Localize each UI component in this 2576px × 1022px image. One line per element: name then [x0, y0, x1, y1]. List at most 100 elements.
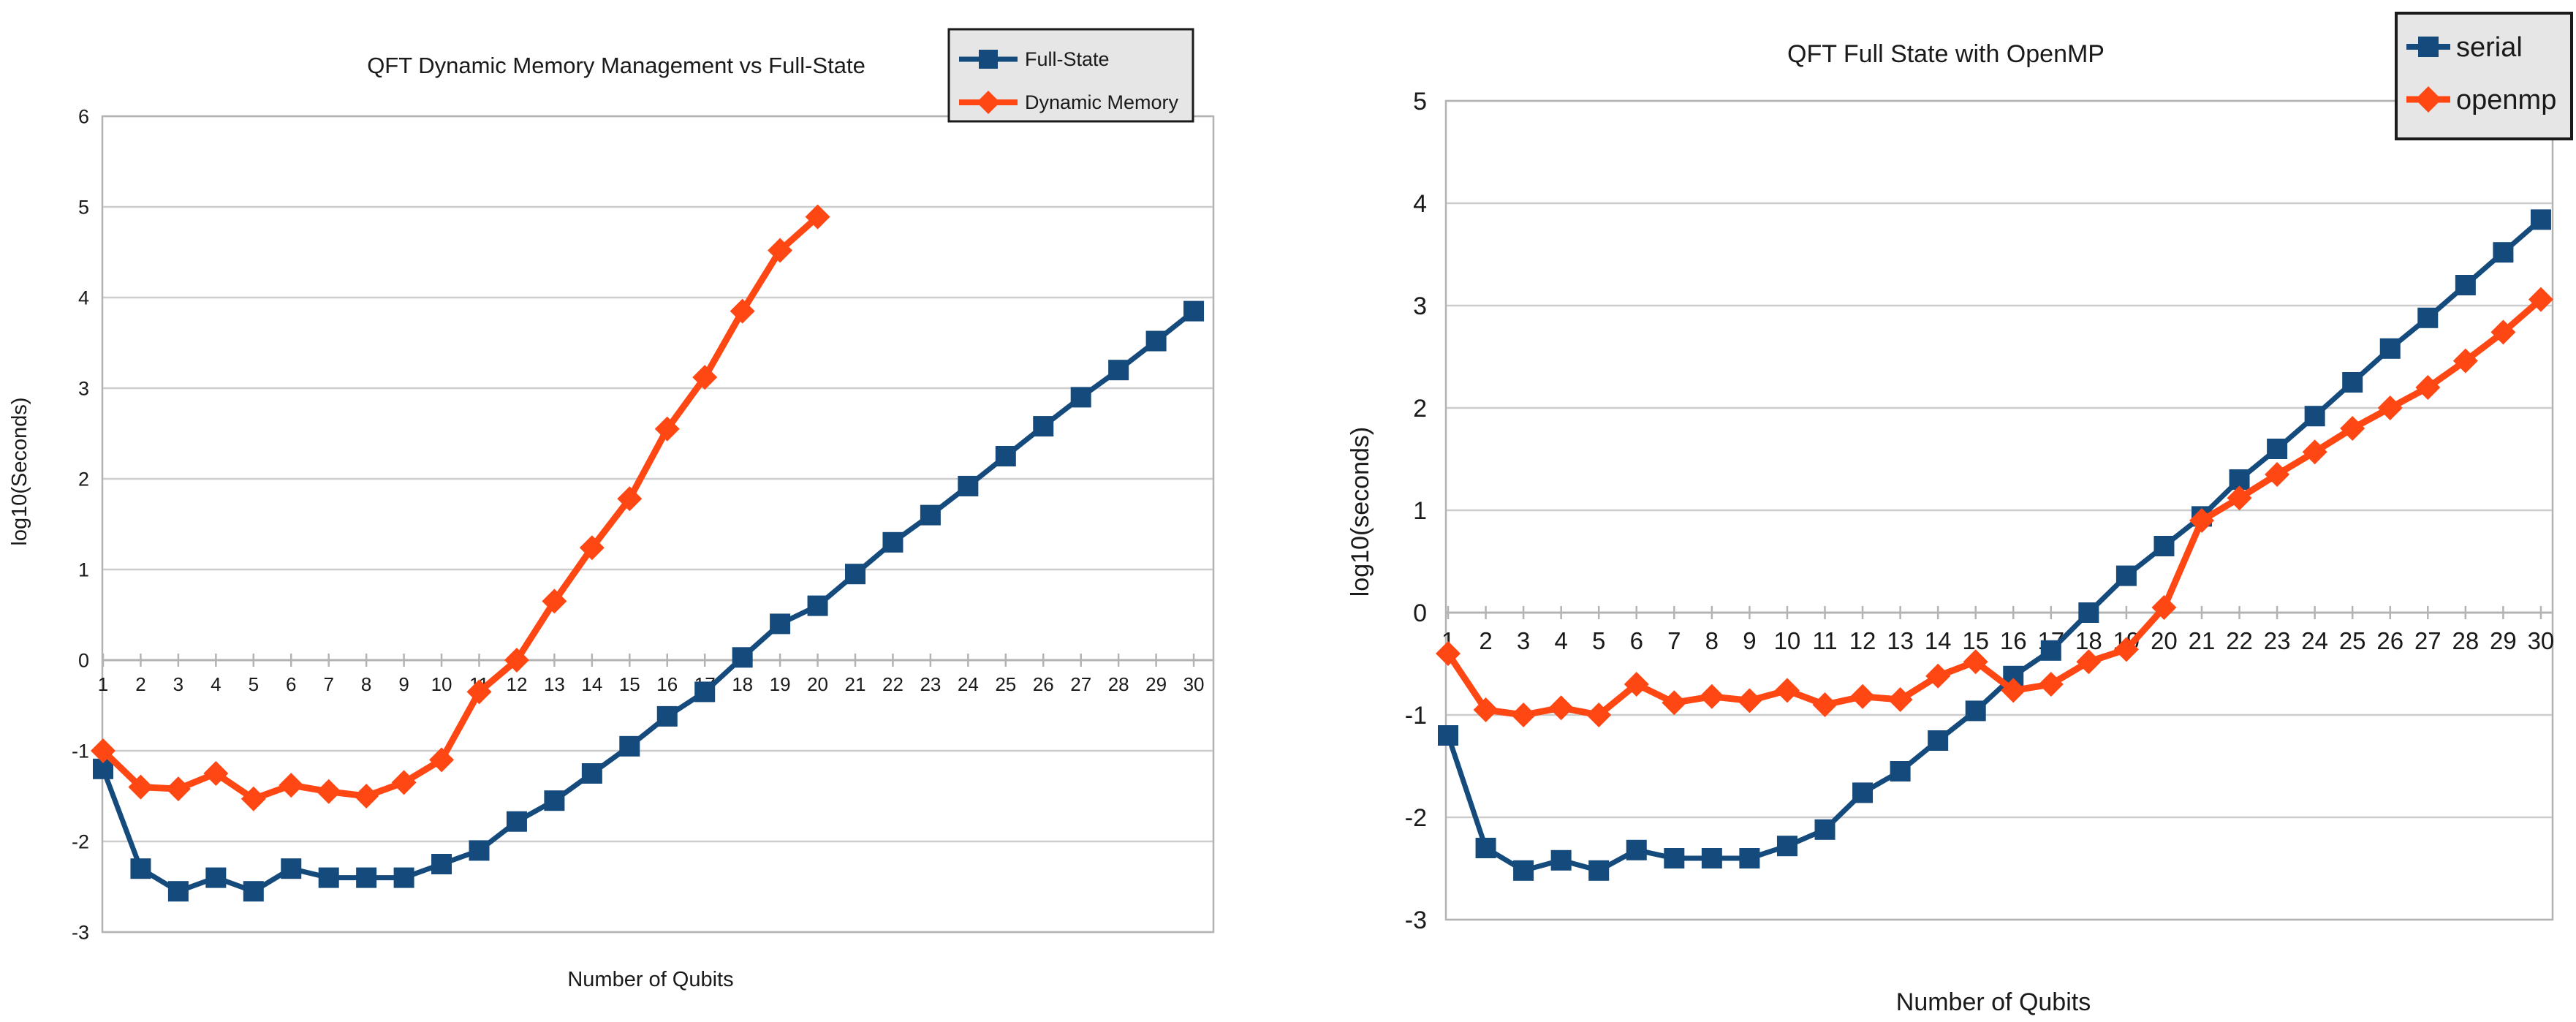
square-marker-icon [2417, 307, 2439, 328]
x-tick-label: 4 [1554, 627, 1567, 654]
x-tick-label: 14 [581, 673, 602, 695]
chart-title: QFT Full State with OpenMP [1787, 40, 2105, 68]
x-tick-label: 29 [1145, 673, 1167, 695]
square-marker-icon [920, 504, 941, 526]
square-marker-icon [2379, 338, 2401, 359]
diamond-marker-icon [2528, 287, 2553, 312]
legend: serial openmp [2395, 12, 2573, 140]
diamond-marker-icon [1812, 692, 1838, 717]
square-marker-icon [1108, 360, 1129, 381]
diamond-marker-icon [579, 535, 605, 561]
square-marker-icon [979, 50, 998, 69]
square-marker-icon [469, 840, 490, 861]
diamond-marker-icon [1586, 703, 1612, 727]
diamond-marker-icon [165, 776, 191, 802]
x-tick-label: 23 [920, 673, 941, 695]
y-tick-label: -3 [1405, 906, 1427, 934]
square-marker-icon [1776, 836, 1797, 857]
x-tick-label: 16 [656, 673, 678, 695]
square-marker-icon [1928, 730, 1949, 751]
x-tick-label: 27 [1070, 673, 1091, 695]
diamond-marker-icon [2076, 649, 2102, 675]
diamond-marker-icon [2302, 439, 2327, 465]
legend-entry-dynamic-memory: Dynamic Memory [959, 91, 1179, 114]
x-tick-label: 6 [1630, 627, 1643, 654]
chart-qft-dynamic-vs-fullstate: QFT Dynamic Memory Management vs Full-St… [8, 28, 1215, 991]
x-tick-label: 27 [2414, 627, 2441, 654]
y-tick-label: 3 [1413, 292, 1427, 320]
x-tick-label: 13 [544, 673, 565, 695]
x-tick-label: 7 [1667, 627, 1681, 654]
x-tick-label: 23 [2264, 627, 2291, 654]
square-marker-icon [1070, 387, 1091, 408]
diamond-marker-icon [1887, 687, 1913, 712]
diamond-marker-icon [504, 648, 529, 673]
y-tick-label: -1 [72, 740, 89, 762]
chart-title: QFT Dynamic Memory Management vs Full-St… [367, 53, 865, 78]
x-tick-label: 5 [1592, 627, 1605, 654]
square-marker-icon [882, 531, 904, 553]
x-tick-label: 5 [249, 673, 259, 695]
diamond-marker-icon [1624, 672, 1649, 697]
x-tick-label: 9 [398, 673, 409, 695]
y-tick-label: -2 [72, 830, 89, 852]
legend-entry-full-state: Full-State [959, 48, 1110, 70]
x-tick-label: 13 [1887, 627, 1914, 654]
square-marker-icon [243, 881, 264, 902]
x-tick-label: 21 [2189, 627, 2216, 654]
x-tick-label: 22 [2226, 627, 2253, 654]
x-tick-label: 12 [1849, 627, 1876, 654]
square-marker-icon [167, 881, 189, 902]
square-marker-icon [2040, 640, 2061, 661]
diamond-marker-icon [1699, 684, 1724, 709]
diamond-marker-icon [203, 761, 229, 786]
x-tick-label: 10 [1774, 627, 1801, 654]
diamond-marker-icon [240, 786, 266, 811]
x-tick-label: 12 [506, 673, 527, 695]
square-marker-icon [995, 446, 1016, 466]
diamond-marker-icon [2415, 375, 2441, 400]
plot-area: 6543210-1-2-3123456789101112131415161718… [72, 105, 1215, 943]
diamond-marker-icon [1436, 641, 1461, 666]
square-marker-icon [1475, 838, 1496, 858]
square-marker-icon [1814, 819, 1836, 840]
legend-label: Full-State [1025, 48, 1110, 70]
diamond-marker-icon [730, 298, 755, 324]
series-line-dynamic-memory [99, 213, 822, 803]
y-tick-label: -2 [1405, 804, 1427, 832]
square-marker-icon [2267, 439, 2288, 459]
x-tick-label: 18 [732, 673, 753, 695]
square-marker-icon [845, 564, 865, 585]
plot-frame [1444, 99, 2554, 921]
square-marker-icon [1588, 860, 1610, 881]
square-marker-icon [1890, 761, 1911, 781]
square-marker-icon [544, 790, 565, 811]
diamond-marker-icon [316, 779, 341, 804]
square-marker-icon [619, 735, 640, 757]
diamond-marker-icon [2151, 595, 2177, 620]
diamond-marker-icon [2265, 462, 2290, 487]
x-tick-label: 24 [2301, 627, 2328, 654]
x-tick-label: 21 [845, 673, 866, 695]
x-tick-label: 4 [211, 673, 221, 695]
diamond-marker-icon [391, 770, 417, 795]
x-tick-label: 14 [1925, 627, 1952, 654]
diamond-marker-icon [768, 238, 793, 263]
x-tick-label: 25 [2339, 627, 2366, 654]
legend: Full-State Dynamic Memory [947, 28, 1194, 123]
x-tick-label: 11 [1812, 627, 1837, 654]
x-tick-label: 2 [135, 673, 145, 695]
legend-label: Dynamic Memory [1025, 91, 1179, 113]
y-tick-label: 0 [1413, 599, 1427, 627]
legend-entry-serial: serial [2406, 32, 2523, 63]
x-tick-label: 3 [173, 673, 183, 695]
square-marker-icon [1550, 849, 1572, 871]
x-tick-label: 2 [1479, 627, 1492, 654]
square-marker-icon [807, 595, 828, 616]
diamond-marker-icon [1963, 649, 1988, 675]
square-marker-icon [1145, 330, 1167, 352]
square-marker-icon [656, 705, 678, 727]
plot-frame [101, 115, 1215, 934]
diamond-marker-icon [279, 773, 304, 798]
